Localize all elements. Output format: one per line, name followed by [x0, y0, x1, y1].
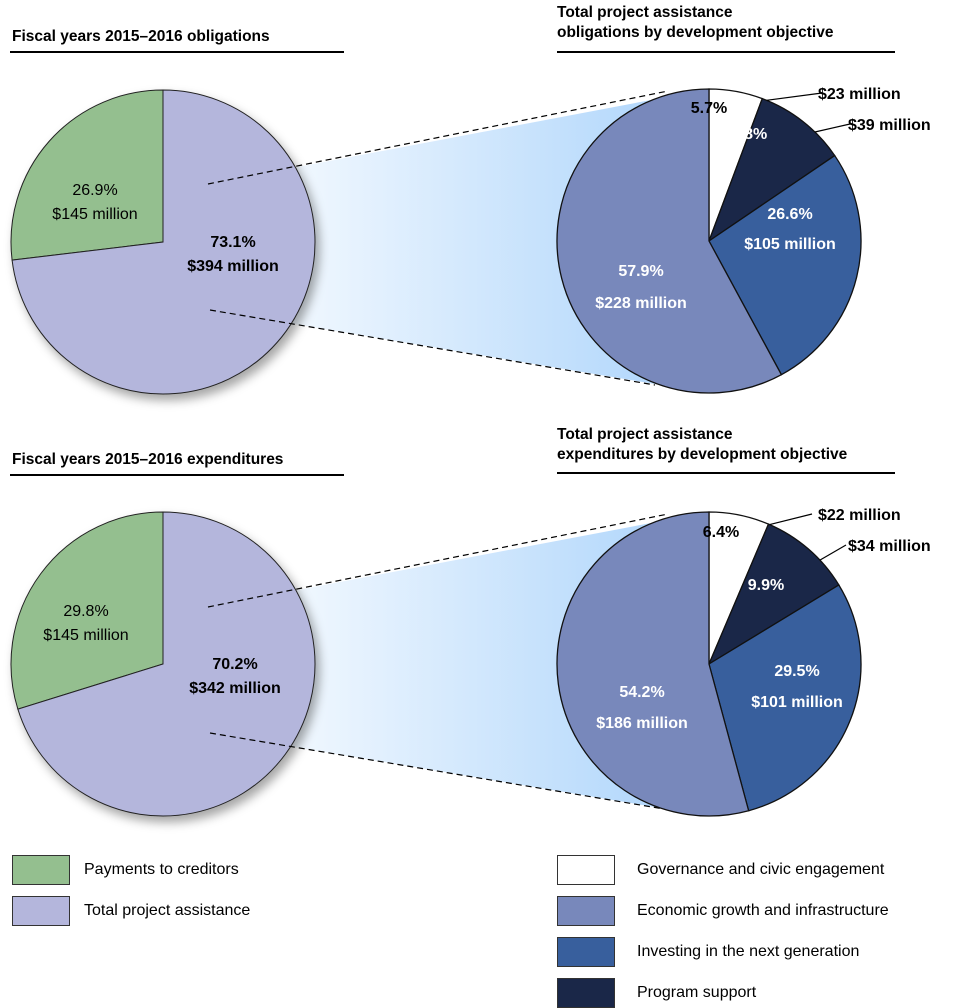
slice-payments-to-creditors: [10, 511, 164, 710]
label-payments-to-creditors-percent: 26.9%: [72, 182, 117, 199]
callout-line-program-support: [819, 544, 847, 561]
label-total-project-assistance-value: $342 million: [189, 680, 281, 697]
legend-swatch-investing: [557, 937, 615, 967]
pie-total-project-assistance-expenditures-by-development-objective: [556, 511, 862, 817]
label-payments-to-creditors-percent: 29.8%: [63, 603, 108, 620]
callout-line-governance-and-civic-engagement: [769, 513, 813, 526]
tpa-obligations-heading-rule: [557, 51, 895, 53]
callout-program-support-value: $39 million: [848, 117, 931, 134]
panel-obligations: 26.9% $145 million 73.1% $394 million 5.7% $2…: [10, 86, 931, 395]
tpa-obligations-heading-line2: obligations by development objective: [557, 24, 834, 41]
tpa-expenditures-heading-line1: Total project assistance: [557, 426, 733, 443]
label-payments-to-creditors-value: $145 million: [52, 206, 137, 223]
connector-line-bottom: [209, 309, 656, 386]
pie-total-project-assistance-obligations-by-development-objective: [556, 88, 862, 394]
callout-program-support-value: $34 million: [848, 538, 931, 555]
connector-line-top: [207, 90, 669, 185]
slice-economic-growth-and-infrastructure: [556, 88, 783, 394]
slice-investing-in-the-next-generation: [708, 154, 862, 376]
pie-fiscal-years-2015-2016-obligations: [10, 89, 316, 395]
callout-governance-and-civic-engagement-value: $23 million: [818, 86, 901, 103]
legend-swatch-program: [557, 978, 615, 1008]
label-economic-growth-and-infrastructure-value: $186 million: [596, 715, 688, 732]
legend-label-investing: Investing in the next generation: [637, 943, 860, 960]
label-governance-and-civic-engagement-percent: 5.7%: [691, 100, 727, 117]
legend-label-total-project: Total project assistance: [84, 902, 251, 919]
label-investing-in-the-next-generation-value: $105 million: [744, 236, 836, 253]
legend-label-payments: Payments to creditors: [84, 861, 239, 878]
label-total-project-assistance-value: $394 million: [187, 258, 279, 275]
label-governance-and-civic-engagement-percent: 6.4%: [703, 524, 739, 541]
legend-swatch-economic: [557, 896, 615, 926]
callout-line-governance-and-civic-engagement: [766, 92, 823, 101]
tpa-obligations-heading-line1: Total project assistance: [557, 4, 733, 21]
label-program-support-percent: 9.9%: [748, 577, 784, 594]
panel-expenditures: 29.8% $145 million 70.2% $342 million 6.4% $2…: [10, 507, 931, 817]
label-investing-in-the-next-generation-percent: 26.6%: [767, 206, 812, 223]
slice-program-support: [707, 97, 836, 243]
label-investing-in-the-next-generation-percent: 29.5%: [774, 663, 819, 680]
slice-economic-growth-and-infrastructure: [556, 511, 750, 817]
slice-investing-in-the-next-generation: [708, 584, 862, 812]
label-payments-to-creditors-value: $145 million: [43, 627, 128, 644]
legend-label-program: Program support: [637, 984, 757, 1001]
slice-payments-to-creditors: [10, 89, 164, 261]
obligations-heading-rule: [10, 51, 344, 53]
legend-label-economic: Economic growth and infrastructure: [637, 902, 889, 919]
label-investing-in-the-next-generation-value: $101 million: [751, 694, 843, 711]
label-total-project-assistance-percent: 70.2%: [212, 656, 257, 673]
slice-total-project-assistance: [17, 511, 316, 817]
tpa-expenditures-heading-rule: [557, 472, 895, 474]
slice-total-project-assistance: [11, 89, 316, 395]
label-program-support-percent: 9.8%: [731, 126, 767, 143]
label-economic-growth-and-infrastructure-percent: 54.2%: [619, 684, 664, 701]
label-total-project-assistance-percent: 73.1%: [210, 234, 255, 251]
obligations-heading: Fiscal years 2015–2016 obligations: [12, 28, 270, 45]
connector-line-top: [207, 513, 669, 608]
tpa-expenditures-heading-line2: expenditures by development objective: [557, 446, 848, 463]
expenditures-heading: Fiscal years 2015–2016 expenditures: [12, 451, 284, 468]
legend-swatch-payments: [12, 855, 70, 885]
legend-swatch-governance: [557, 855, 615, 885]
pie-fiscal-years-2015-2016-expenditures: [10, 511, 316, 817]
expenditures-heading-rule: [10, 474, 344, 476]
slice-program-support: [707, 523, 840, 666]
label-economic-growth-and-infrastructure-value: $228 million: [595, 295, 687, 312]
label-economic-growth-and-infrastructure-percent: 57.9%: [618, 263, 663, 280]
legend-label-governance: Governance and civic engagement: [637, 861, 885, 878]
callout-line-program-support: [814, 123, 851, 133]
legend-swatch-total-project: [12, 896, 70, 926]
connector-line-bottom: [209, 732, 701, 816]
callout-governance-and-civic-engagement-value: $22 million: [818, 507, 901, 524]
